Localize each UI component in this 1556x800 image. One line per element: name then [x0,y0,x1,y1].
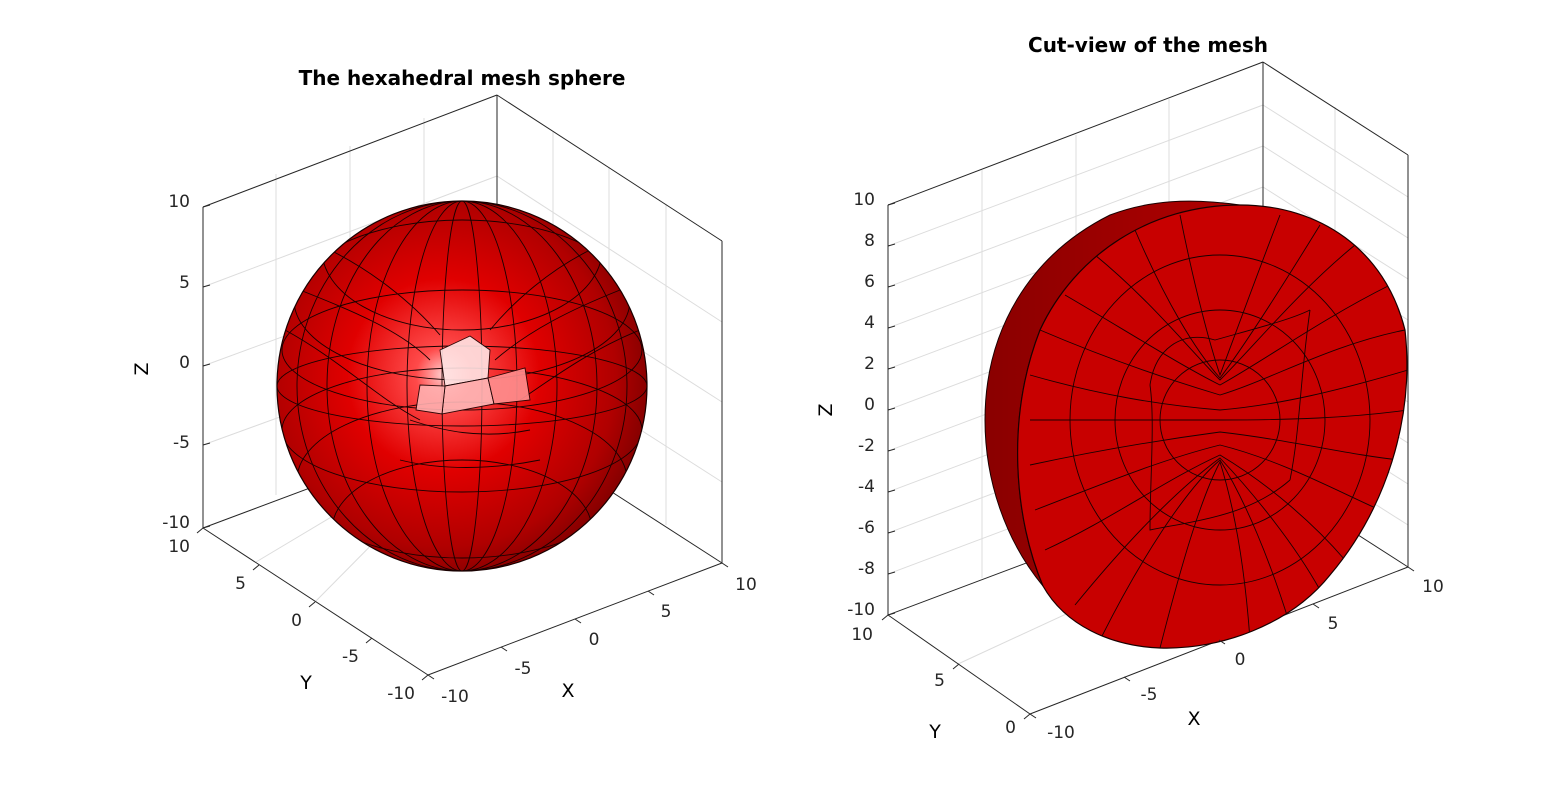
x-axis-label: X [561,680,574,702]
y-tick: 5 [934,671,945,691]
z-tick: -2 [858,436,875,456]
z-tick: 6 [864,272,875,292]
z-tick: -10 [162,513,190,533]
y-tick: 10 [851,625,873,645]
x-tick: 0 [589,630,600,650]
y-tick: -5 [342,647,359,667]
z-axis-label: Z [815,403,837,416]
y-tick: 0 [291,611,302,631]
z-axis: 10 8 6 4 2 0 -2 -4 -6 -8 -10 Z [815,190,896,620]
y-tick: 10 [168,537,190,557]
x-tick: 10 [735,575,757,595]
z-tick: 2 [864,354,875,374]
z-axis: 10 5 0 -5 -10 Z [131,192,211,533]
y-tick: 5 [235,574,246,594]
y-axis-label: Y [928,721,941,743]
x-tick: 10 [1422,577,1444,597]
x-tick: -5 [1141,685,1158,705]
y-tick: 0 [1005,718,1016,738]
panel-title: Cut-view of the mesh [1028,33,1268,57]
z-tick: -5 [173,433,190,453]
x-axis-label: X [1187,708,1200,730]
z-axis-label: Z [131,362,153,375]
y-axis: 10 5 0 -5 -10 Y [168,527,429,704]
x-tick: 5 [1328,614,1339,634]
panel-right: Cut-view of the mesh [815,33,1444,743]
z-tick: -10 [847,600,875,620]
z-tick: 0 [179,353,190,373]
x-tick: 0 [1235,650,1246,670]
x-tick: -10 [1047,723,1075,743]
y-axis: 10 5 0 Y [851,614,1031,743]
z-tick: 10 [168,192,190,212]
x-tick: -10 [441,687,469,707]
z-tick: 0 [864,395,875,415]
panel-left: The hexahedral mesh sphere [131,66,757,707]
panel-title: The hexahedral mesh sphere [299,66,626,90]
z-tick: 10 [853,190,875,210]
y-tick: -10 [387,684,415,704]
cut-half-sphere [984,200,1408,649]
x-axis: -10 -5 0 5 10 X [1029,566,1444,743]
z-tick: 8 [864,231,875,251]
x-axis: -10 -5 0 5 10 X [427,562,757,707]
y-axis-label: Y [299,672,312,694]
z-tick: 5 [179,273,190,293]
x-tick: -5 [515,659,532,679]
hexahedral-mesh-sphere [276,200,648,572]
z-tick: -6 [858,518,875,538]
z-tick: -4 [858,477,875,497]
x-tick: 5 [661,602,672,622]
z-tick: -8 [858,559,875,579]
z-tick: 4 [864,313,875,333]
